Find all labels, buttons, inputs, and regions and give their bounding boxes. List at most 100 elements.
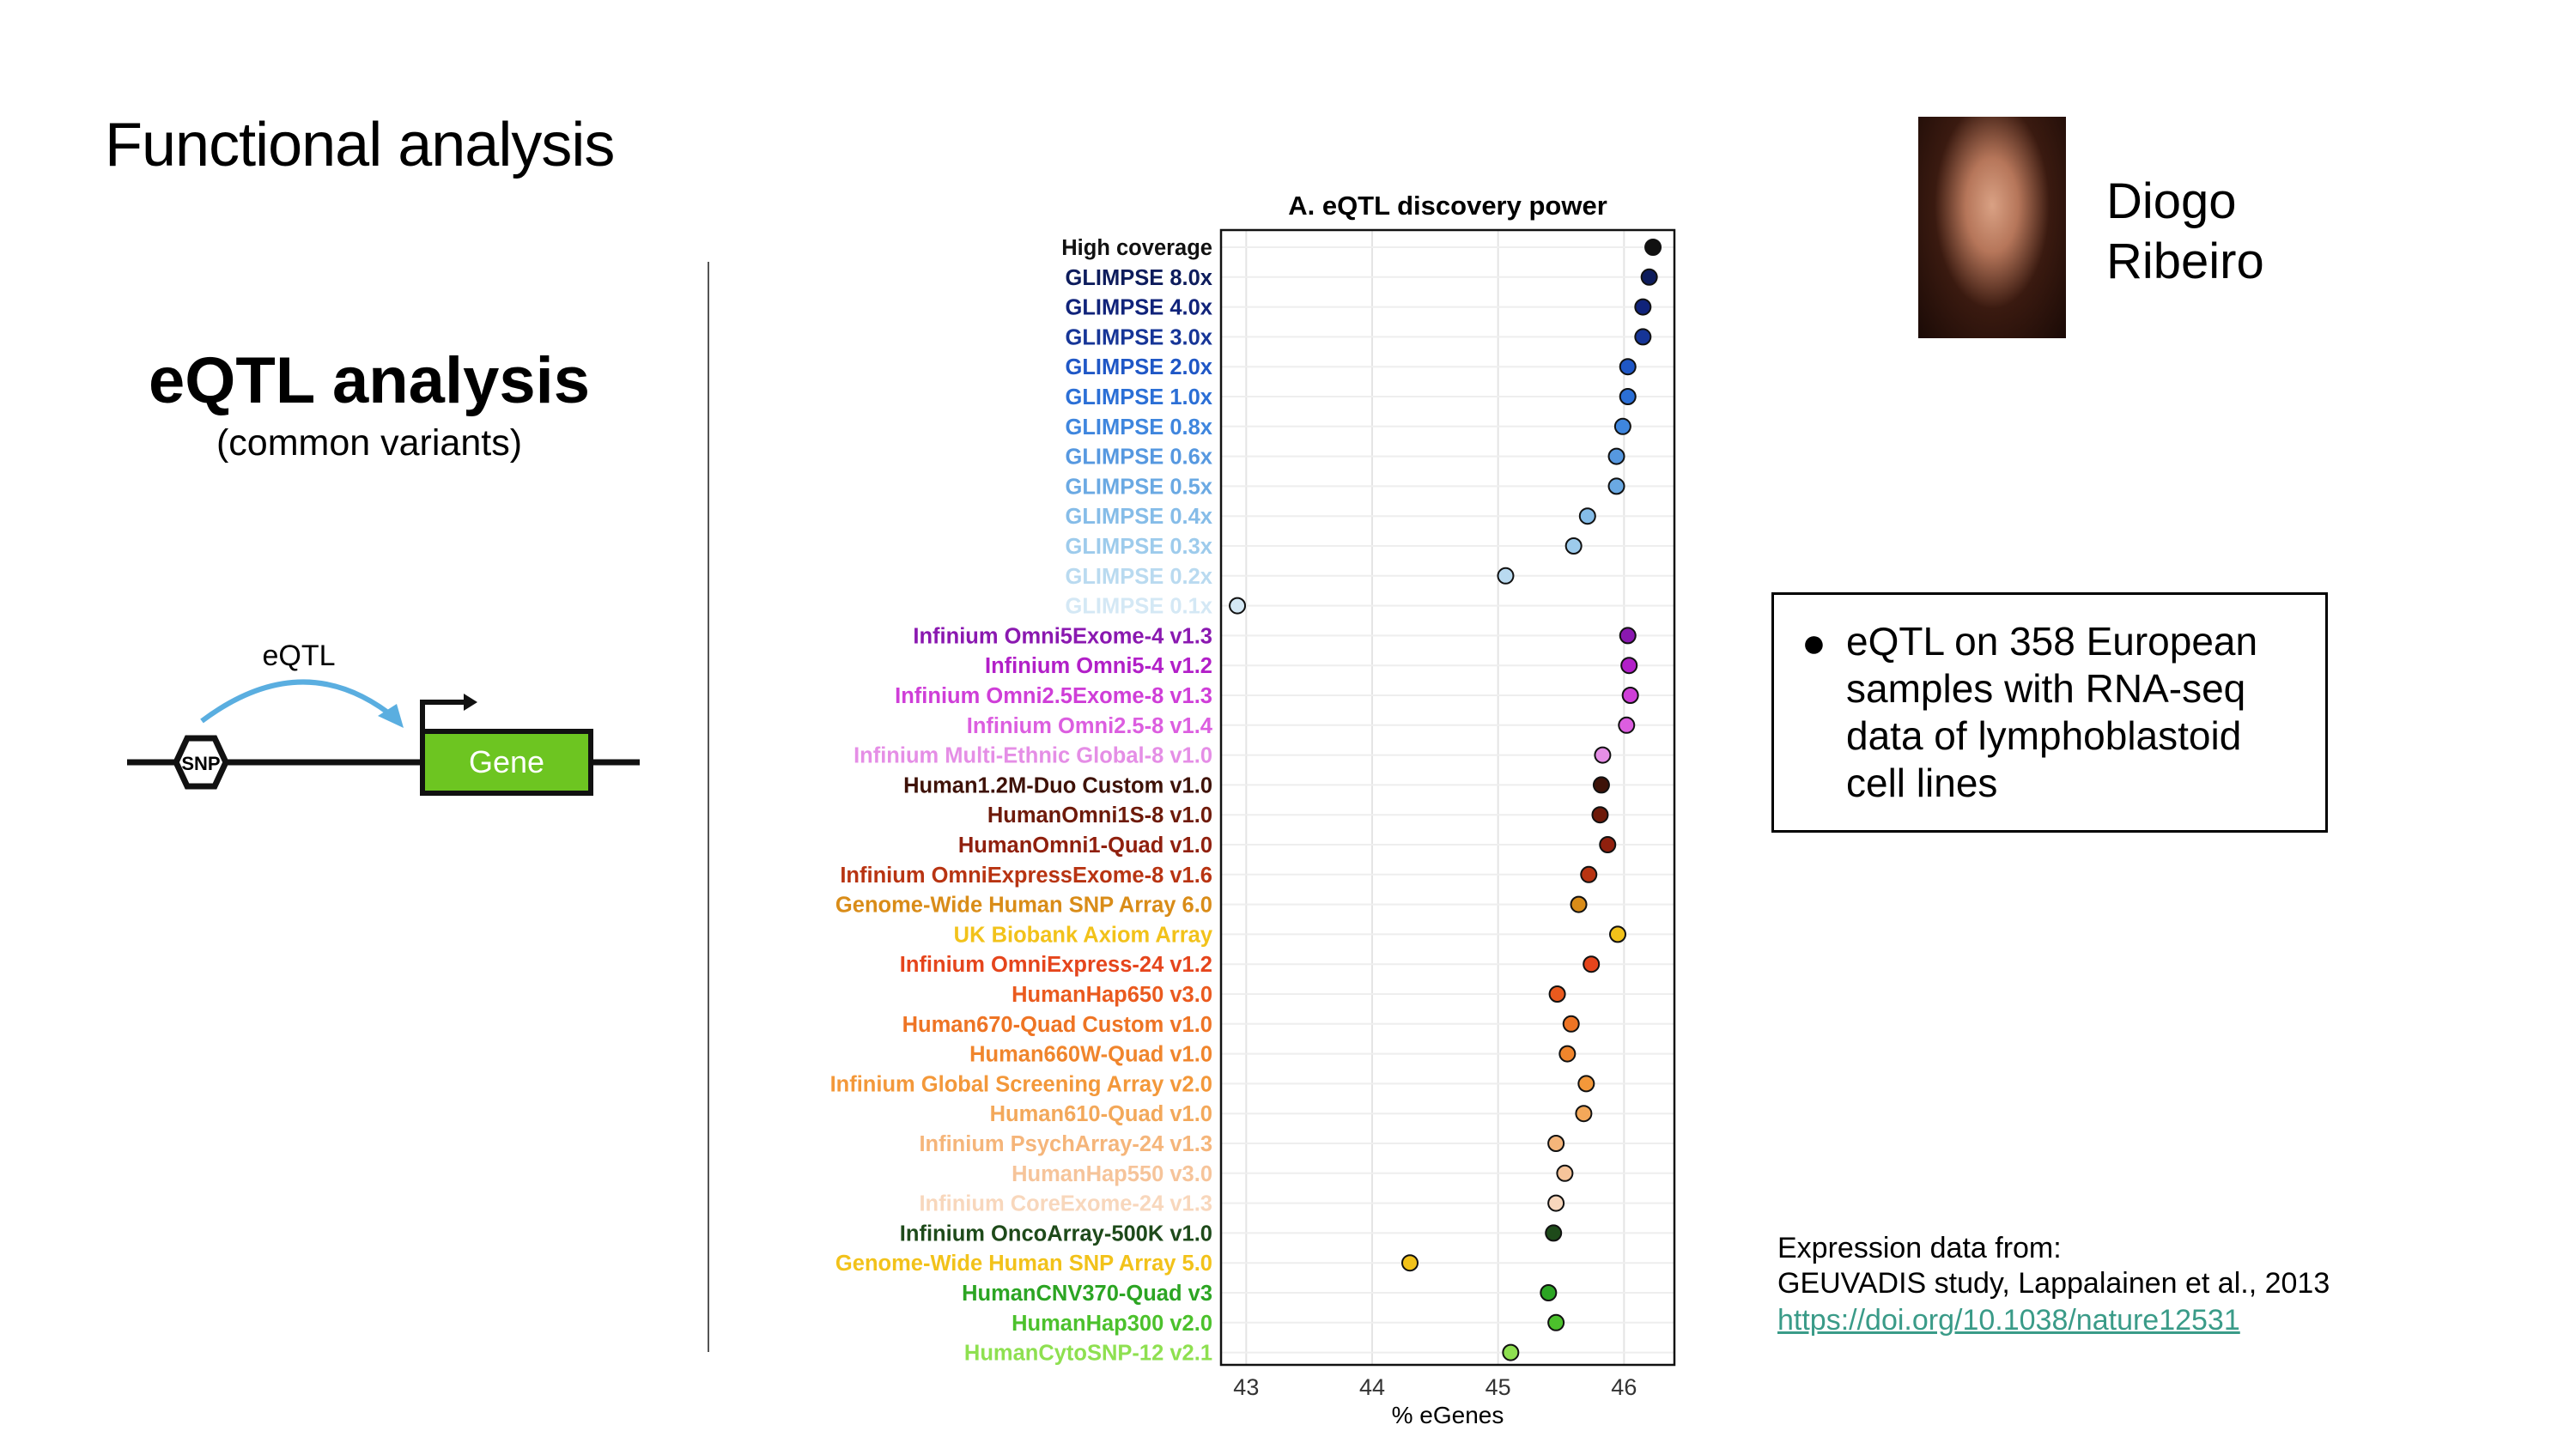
category-label: GLIMPSE 0.3x [1066, 535, 1212, 559]
tss-arrow-head [464, 694, 477, 711]
data-point [1580, 865, 1598, 883]
category-label: GLIMPSE 0.8x [1066, 415, 1212, 440]
chart-category-labels: High coverage GLIMPSE 8.0x GLIMPSE 4.0x GLI… [830, 236, 1213, 1366]
data-point [1640, 268, 1658, 286]
chart-x-axis-label: % eGenes [1392, 1402, 1504, 1428]
vertical-divider [708, 262, 709, 1352]
data-point [1556, 1164, 1574, 1182]
data-point [1619, 627, 1637, 645]
category-label: HumanCNV370-Quad v3 [962, 1282, 1212, 1306]
data-point [1583, 955, 1601, 973]
data-point [1578, 507, 1596, 525]
category-label: Infinium OmniExpressExome-8 v1.6 [840, 864, 1212, 888]
category-label: Infinium OmniExpress-24 v1.2 [900, 953, 1212, 977]
category-label: Infinium OncoArray-500K v1.0 [900, 1222, 1212, 1246]
source-doi-link[interactable]: https://doi.org/10.1038/nature12531 [1777, 1304, 2240, 1337]
data-point [1644, 239, 1662, 256]
category-label: GLIMPSE 2.0x [1066, 355, 1212, 379]
info-box [1771, 592, 2328, 833]
eqtl-arrow-head [378, 704, 404, 728]
category-label: HumanHap650 v3.0 [1012, 983, 1212, 1007]
eqtl-heading: eQTL analysis [149, 344, 590, 417]
source-citation: GEUVADIS study, Lappalainen et al., 2013 [1777, 1267, 2330, 1300]
category-label: GLIMPSE 0.1x [1066, 595, 1212, 619]
eqtl-subheading: (common variants) [216, 422, 523, 464]
category-label: GLIMPSE 0.4x [1066, 505, 1212, 529]
data-point [1607, 447, 1625, 465]
data-point [1594, 746, 1612, 764]
category-label: GLIMPSE 1.0x [1066, 385, 1212, 409]
data-point [1545, 1224, 1563, 1242]
eqtl-arrow [200, 679, 398, 724]
data-point [1547, 1313, 1565, 1331]
data-point [1548, 985, 1566, 1003]
data-point [1558, 1045, 1577, 1063]
category-label: High coverage [1061, 236, 1212, 260]
slide-title: Functional analysis [105, 111, 615, 179]
category-label: HumanHap550 v3.0 [1012, 1162, 1212, 1186]
data-point [1620, 657, 1638, 675]
presenter-photo [1918, 117, 2066, 338]
data-point [1618, 716, 1636, 734]
data-point [1599, 836, 1617, 853]
gene-box [420, 729, 593, 796]
data-point [1575, 1105, 1593, 1123]
category-label: Infinium Multi-Ethnic Global-8 v1.0 [854, 744, 1212, 768]
chart-grid [1221, 230, 1674, 1365]
eqtl-arrow-label: eQTL [262, 640, 335, 672]
data-point [1570, 895, 1588, 913]
category-label: Infinium CoreExome-24 v1.3 [919, 1192, 1212, 1216]
data-point [1577, 1075, 1595, 1093]
data-point [1547, 1194, 1565, 1212]
chart-frame [1219, 228, 1676, 1367]
category-label: Infinium Omni5-4 v1.2 [985, 654, 1212, 678]
snp-label: SNP [181, 753, 220, 774]
category-label: Human610-Quad v1.0 [990, 1102, 1212, 1126]
data-point [1619, 358, 1637, 376]
category-label: GLIMPSE 3.0x [1066, 325, 1212, 349]
category-label: Infinium Omni2.5-8 v1.4 [967, 714, 1213, 738]
category-label: UK Biobank Axiom Array [954, 923, 1213, 947]
data-point [1547, 1135, 1565, 1152]
category-label: Infinium PsychArray-24 v1.3 [919, 1132, 1212, 1156]
category-label: Human670-Quad Custom v1.0 [902, 1013, 1212, 1037]
category-label: GLIMPSE 8.0x [1066, 266, 1212, 290]
data-point [1497, 567, 1515, 585]
data-point [1562, 1015, 1580, 1033]
chart-title: A. eQTL discovery power [1288, 191, 1607, 221]
data-point [1592, 776, 1610, 794]
x-tick-label: 45 [1485, 1374, 1511, 1400]
category-label: Genome-Wide Human SNP Array 6.0 [835, 894, 1212, 918]
category-label: Human660W-Quad v1.0 [969, 1043, 1212, 1067]
data-point [1609, 925, 1626, 943]
category-label: GLIMPSE 4.0x [1066, 296, 1212, 320]
presenter-name: Diogo Ribeiro [2106, 172, 2264, 292]
data-point [1613, 417, 1631, 435]
data-point [1634, 298, 1652, 316]
data-point [1607, 477, 1625, 495]
presenter-first-name: Diogo [2106, 173, 2237, 229]
snp-hexagon [173, 735, 229, 790]
category-label: GLIMPSE 0.6x [1066, 446, 1212, 470]
category-label: HumanOmni1S-8 v1.0 [987, 803, 1212, 828]
gene-label: Gene [469, 744, 544, 779]
category-label: Infinium Global Screening Array v2.0 [830, 1072, 1212, 1096]
chart-x-ticks: 43 44 45 46 [1233, 1374, 1637, 1400]
data-point [1401, 1254, 1419, 1272]
category-label: Infinium Omni2.5Exome-8 v1.3 [895, 684, 1212, 708]
source-label: Expression data from: [1777, 1232, 2062, 1264]
data-point [1540, 1284, 1558, 1301]
info-bullet-text: eQTL on 358 European samples with RNA-se… [1846, 619, 2258, 805]
bullet-dot-icon: ● [1801, 621, 1826, 666]
category-label: HumanCytoSNP-12 v2.1 [964, 1342, 1212, 1366]
tss-arrow [420, 700, 465, 730]
data-point [1502, 1343, 1520, 1361]
x-tick-label: 43 [1233, 1374, 1259, 1400]
eqtl-diagram: SNP eQTL Gene [127, 640, 640, 796]
x-tick-label: 46 [1611, 1374, 1637, 1400]
category-label: Human1.2M-Duo Custom v1.0 [903, 773, 1212, 797]
category-label: HumanOmni1-Quad v1.0 [958, 834, 1212, 858]
x-tick-label: 44 [1359, 1374, 1385, 1400]
data-point [1619, 388, 1637, 405]
